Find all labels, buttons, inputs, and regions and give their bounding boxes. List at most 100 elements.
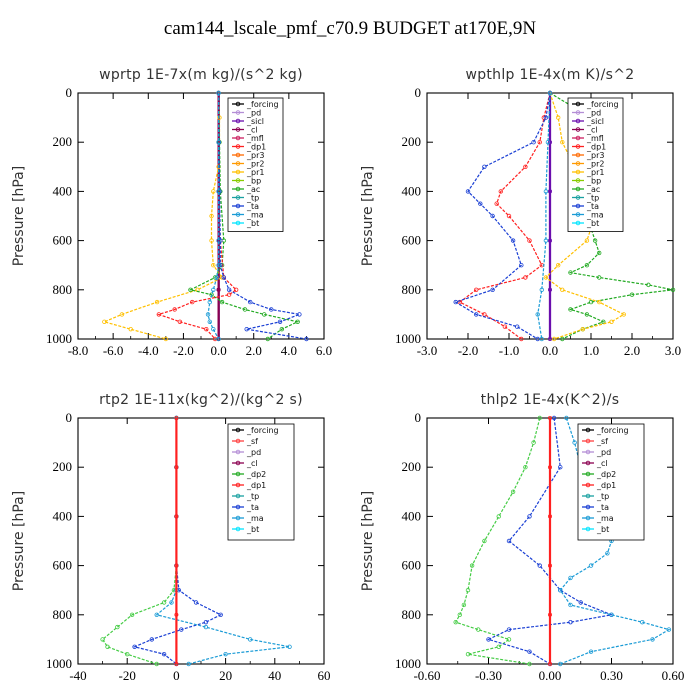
legend-marker xyxy=(575,101,581,107)
data-point xyxy=(490,287,495,292)
data-point xyxy=(506,538,512,544)
data-point xyxy=(584,238,590,243)
data-point xyxy=(510,489,516,494)
legend-marker xyxy=(585,482,591,488)
data-point xyxy=(535,312,540,317)
data-point xyxy=(640,619,645,625)
data-point xyxy=(216,189,221,194)
data-point xyxy=(548,465,553,470)
data-point xyxy=(218,612,223,617)
x-tick-label: 0.0 xyxy=(542,343,558,358)
legend-label: _cl xyxy=(586,125,598,134)
data-point xyxy=(578,600,583,605)
data-point xyxy=(523,465,528,470)
data-point xyxy=(209,213,214,219)
data-point xyxy=(169,600,174,605)
legend-label: _forcing xyxy=(596,426,629,435)
legend-label: _ma xyxy=(246,210,264,219)
data-point xyxy=(205,312,211,317)
legend-marker xyxy=(235,471,241,477)
y-axis-label: Pressure [hPa] xyxy=(11,166,27,266)
legend-marker xyxy=(235,118,241,124)
data-point xyxy=(154,661,159,667)
legend-marker xyxy=(585,493,591,499)
data-point xyxy=(269,307,274,312)
data-point xyxy=(548,287,553,292)
data-point xyxy=(128,326,133,332)
data-point xyxy=(124,651,130,657)
data-point xyxy=(560,336,565,342)
y-tick-label: 400 xyxy=(402,183,422,198)
data-point xyxy=(494,201,499,206)
data-point xyxy=(605,551,610,556)
y-tick-label: 800 xyxy=(53,282,73,297)
legend-marker xyxy=(575,110,581,115)
x-tick-label: 2.0 xyxy=(246,343,262,358)
y-tick-label: 1000 xyxy=(46,656,72,671)
y-tick-label: 600 xyxy=(53,233,73,248)
legend-label: _pr2 xyxy=(246,159,264,168)
data-point xyxy=(548,662,553,667)
data-point xyxy=(161,651,167,657)
data-point xyxy=(506,213,512,219)
data-point xyxy=(474,312,479,317)
legend-label: _pd xyxy=(596,448,611,457)
data-point xyxy=(629,292,635,297)
data-point xyxy=(465,588,471,593)
legend-marker xyxy=(585,427,591,433)
legend-label: _bt xyxy=(596,525,609,534)
legend-label: _cl xyxy=(246,125,258,134)
data-point xyxy=(548,563,553,568)
data-point xyxy=(496,514,501,519)
legend-marker xyxy=(235,169,241,175)
data-point xyxy=(277,319,283,324)
data-point xyxy=(564,415,569,421)
x-tick-label: 3.0 xyxy=(665,343,681,358)
data-point xyxy=(621,312,626,317)
x-tick-label: 1.0 xyxy=(583,343,599,358)
data-point xyxy=(209,238,214,243)
x-tick-label: -20 xyxy=(119,668,136,683)
data-point xyxy=(543,115,549,120)
data-point xyxy=(203,619,209,625)
legend-marker xyxy=(575,186,581,192)
data-point xyxy=(560,139,565,145)
legend-label: _ma xyxy=(586,210,604,219)
y-tick-label: 800 xyxy=(53,607,73,622)
data-point xyxy=(223,651,228,657)
legend-marker xyxy=(575,135,581,141)
legend-label: _sf xyxy=(246,437,258,446)
series-line-pr1 xyxy=(544,92,626,340)
data-point xyxy=(154,299,160,305)
series-line-dp1 xyxy=(454,417,541,665)
legend-marker xyxy=(575,161,581,166)
data-point xyxy=(584,263,590,268)
x-tick-label: 40 xyxy=(268,668,281,683)
data-point xyxy=(221,275,227,280)
data-point xyxy=(100,637,105,642)
data-point xyxy=(588,299,594,305)
data-point xyxy=(506,627,512,632)
data-point xyxy=(149,637,154,642)
data-point xyxy=(650,637,655,642)
legend-label: _dp1 xyxy=(586,142,606,151)
data-point xyxy=(242,307,248,312)
legend-marker xyxy=(235,438,241,444)
data-point xyxy=(115,624,120,630)
data-point xyxy=(188,287,193,292)
legend-marker xyxy=(575,203,581,209)
legend-label: _tp xyxy=(246,492,259,501)
data-point xyxy=(597,250,602,256)
legend-marker xyxy=(585,515,591,521)
legend-marker xyxy=(575,127,581,132)
legend-label: _pr1 xyxy=(246,168,264,177)
legend-marker xyxy=(585,449,591,455)
data-point xyxy=(174,612,179,617)
data-point xyxy=(247,637,253,642)
data-point xyxy=(519,263,524,268)
data-point xyxy=(558,465,563,470)
y-axis-label: Pressure [hPa] xyxy=(11,491,27,591)
data-point xyxy=(204,326,209,332)
legend-label: _pr3 xyxy=(586,151,604,160)
data-point xyxy=(548,336,553,341)
